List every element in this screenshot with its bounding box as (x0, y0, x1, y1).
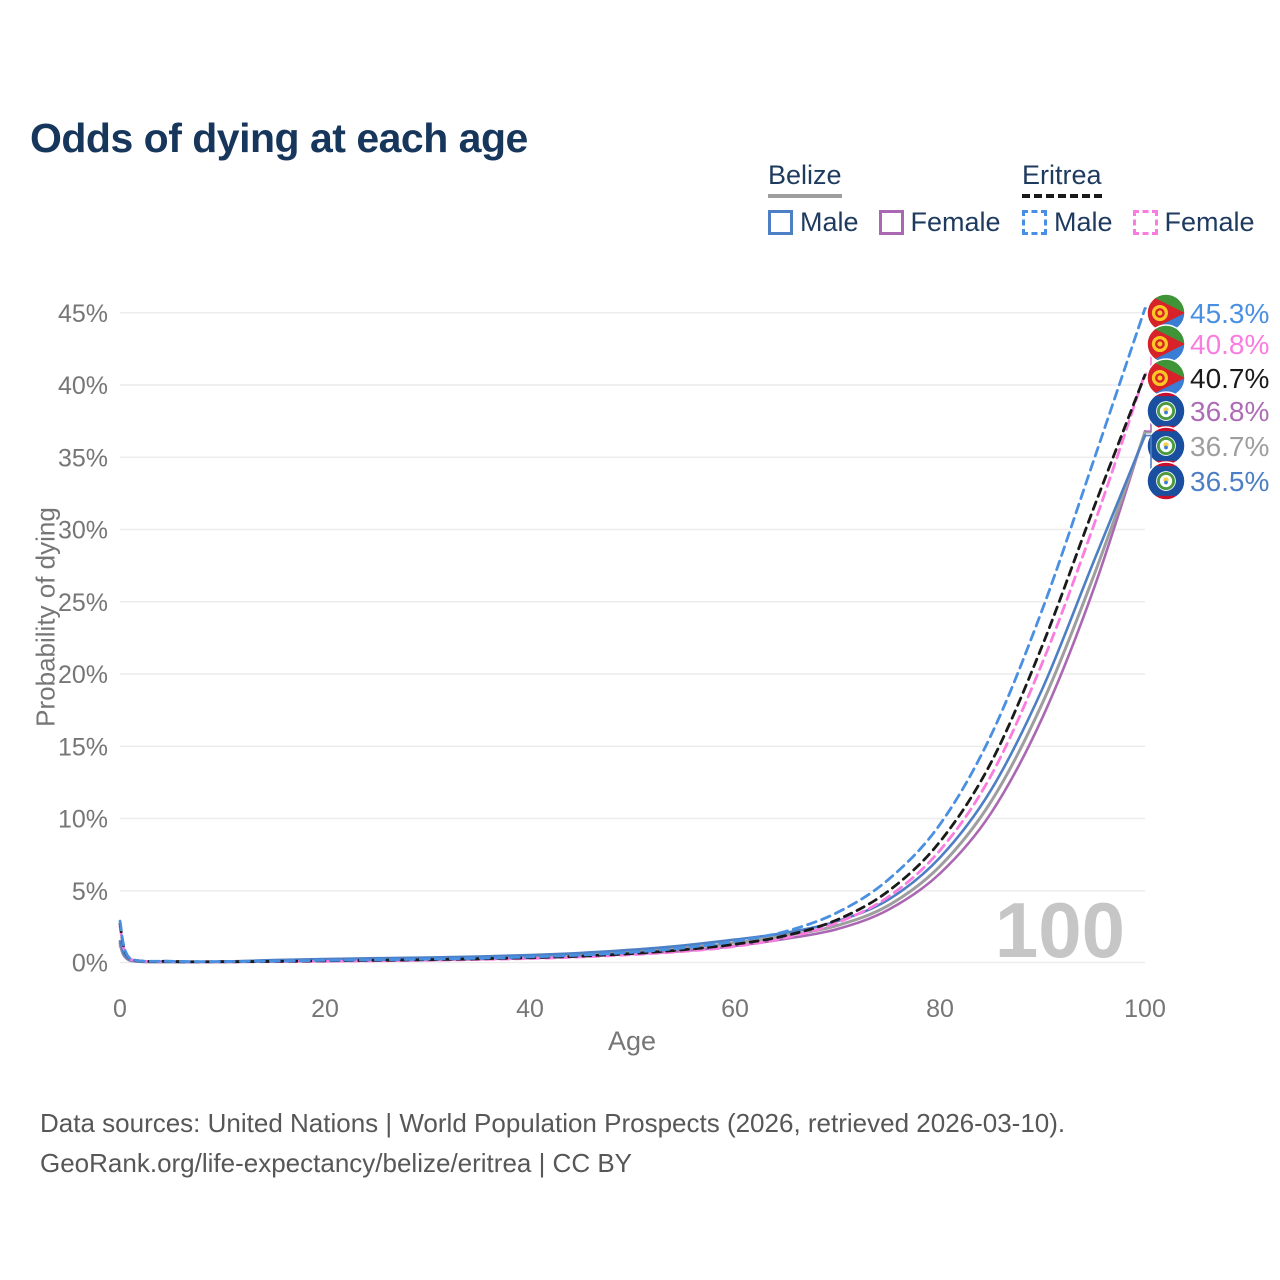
x-tick-label: 40 (516, 995, 544, 1023)
belize-male-swatch-icon (768, 210, 793, 235)
x-tick-label: 100 (1124, 995, 1166, 1023)
legend-label-belize-male: Male (800, 207, 859, 237)
endpoint-value-label: 36.8% (1190, 396, 1269, 427)
legend-item-belize-female[interactable]: Female (878, 207, 1001, 238)
legend-item-eritrea-female[interactable]: Female (1132, 207, 1255, 238)
page-title: Odds of dying at each age (30, 115, 528, 162)
age-watermark: 100 (995, 886, 1125, 974)
x-tick-label: 60 (721, 995, 749, 1023)
y-axis-title: Probability of dying (30, 507, 61, 727)
legend-label-belize-female: Female (910, 207, 1001, 237)
y-tick-label: 25% (58, 589, 108, 617)
x-tick-label: 0 (113, 995, 127, 1023)
legend-belize-title[interactable]: Belize (768, 160, 842, 198)
footer-attribution-link[interactable]: GeoRank.org/life-expectancy/belize/eritr… (40, 1148, 633, 1178)
series-line-belize_female[interactable] (118, 429, 1147, 964)
series-line-eritrea_male[interactable] (118, 307, 1147, 964)
x-tick-label: 20 (311, 995, 339, 1023)
y-tick-label: 20% (58, 661, 108, 689)
y-tick-label: 0% (72, 950, 108, 978)
eritrea-flag-icon (1146, 358, 1186, 398)
legend-eritrea-title[interactable]: Eritrea (1022, 160, 1102, 198)
series-line-eritrea_both[interactable] (118, 373, 1147, 964)
y-tick-label: 35% (58, 444, 108, 472)
series-line-belize_both[interactable] (118, 431, 1147, 964)
legend-item-eritrea-male[interactable]: Male (1022, 207, 1113, 238)
legend-label-eritrea-male: Male (1054, 207, 1113, 237)
belize-flag-icon (1146, 426, 1186, 466)
endpoint-value-label: 45.3% (1190, 298, 1269, 329)
eritrea-male-swatch-icon (1022, 210, 1047, 235)
belize-flag-icon (1146, 391, 1186, 431)
endpoint-value-label: 36.5% (1190, 466, 1269, 497)
y-tick-label: 5% (72, 878, 108, 906)
eritrea-female-swatch-icon (1132, 210, 1158, 235)
legend-label-eritrea-female: Female (1164, 207, 1255, 237)
legend-item-belize-male[interactable]: Male (768, 207, 859, 238)
eritrea-flag-icon (1146, 324, 1186, 364)
series-line-belize_male[interactable] (118, 434, 1147, 964)
belize-female-swatch-icon (878, 210, 904, 235)
belize-flag-icon (1146, 461, 1186, 501)
endpoint-value-label: 40.8% (1190, 329, 1269, 360)
series-line-eritrea_female[interactable] (118, 372, 1147, 964)
y-tick-label: 30% (58, 517, 108, 545)
footer-data-sources: Data sources: United Nations | World Pop… (40, 1108, 1066, 1138)
x-tick-label: 80 (926, 995, 954, 1023)
legend-group-belize: Belize Male Female (768, 160, 1001, 238)
y-tick-label: 15% (58, 733, 108, 761)
y-tick-label: 40% (58, 372, 108, 400)
y-tick-label: 10% (58, 806, 108, 834)
y-tick-label: 45% (58, 300, 108, 328)
legend-group-eritrea: Eritrea Male Female (1022, 160, 1255, 238)
eritrea-flag-icon (1146, 293, 1186, 333)
endpoint-value-label: 40.7% (1190, 363, 1269, 394)
endpoint-value-label: 36.7% (1190, 431, 1269, 462)
x-axis-title: Age (607, 1026, 657, 1056)
